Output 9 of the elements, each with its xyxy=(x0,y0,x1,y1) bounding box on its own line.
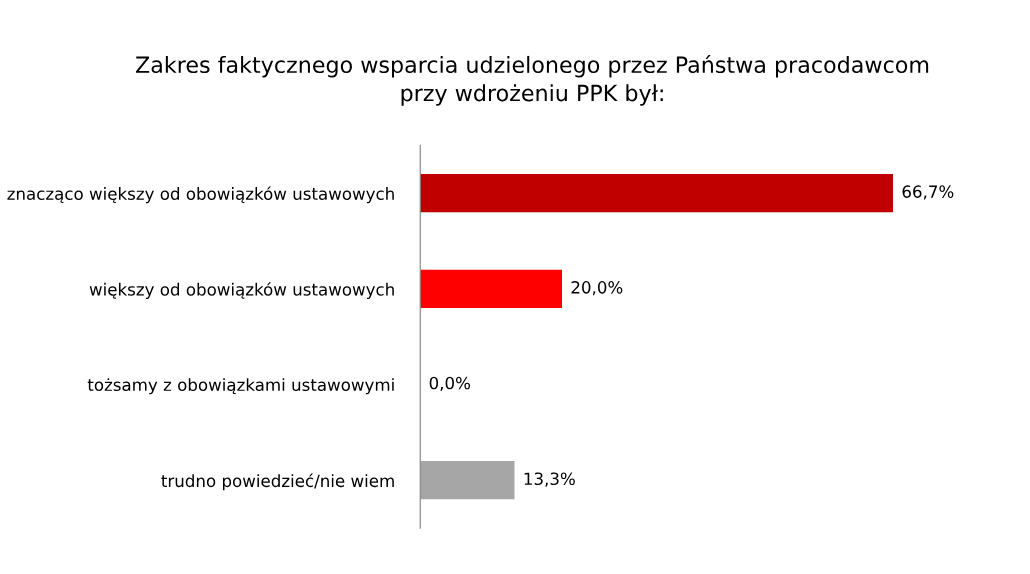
y-tick-label: większy od obowiązków ustawowych xyxy=(89,282,394,299)
data-label: 0,0% xyxy=(429,376,470,392)
data-label: 13,3% xyxy=(524,472,575,487)
y-tick-label: znacząco większy od obowiązków ustawowych xyxy=(7,186,394,204)
data-label: 20,0% xyxy=(571,281,623,296)
y-tick-label: tożsamy z obowiązkami ustawowymi xyxy=(87,378,394,395)
chart-title: Zakres faktycznego wsparcia udzielonego przez Państwa pracodawcom przy wdrożeniu PPK był: xyxy=(136,55,929,106)
y-tick-label: trudno powiedzieć/nie wiem xyxy=(161,473,394,491)
data-label: 66,7% xyxy=(902,185,954,200)
